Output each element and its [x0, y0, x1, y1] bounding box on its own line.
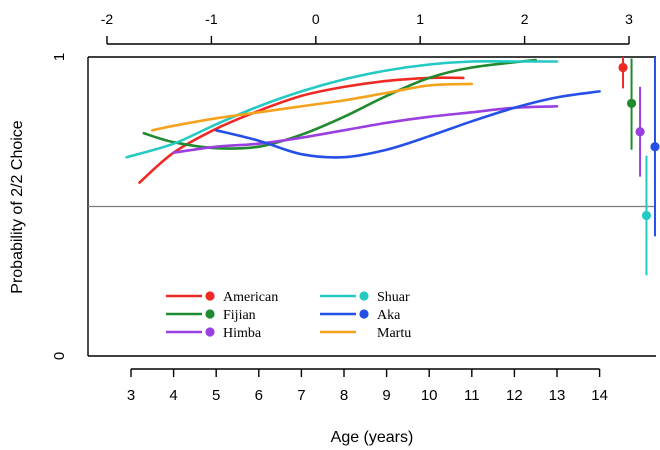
x-tick-label: 10	[421, 387, 438, 404]
series-line-fijian	[142, 58, 537, 150]
series-line-aka	[214, 90, 601, 159]
plot-frame	[87, 56, 656, 357]
legend-label-himba: Himba	[223, 326, 262, 341]
legend-label-fijian: Fijian	[223, 308, 256, 323]
bottom-axis: 3 4 5 6 7 8 9 10 11 12 13 14	[127, 368, 608, 404]
y-tick-label: 1	[51, 53, 68, 61]
legend-marker-fijian	[205, 309, 215, 319]
legend-marker-aka	[359, 309, 369, 319]
y-axis-title: Probability of 2/2 Choice	[9, 120, 26, 294]
x-axis-title: Age (years)	[331, 429, 414, 446]
x-tick-label: 13	[549, 387, 566, 404]
left-axis: 01	[51, 53, 68, 360]
x-tick-label: 14	[591, 387, 608, 404]
series-line-himba	[172, 105, 559, 154]
legend-label-martu: Martu	[377, 326, 411, 341]
top-tick-label: 2	[521, 11, 529, 27]
estimate-point-fijian	[626, 98, 637, 108]
x-tick-label: 12	[506, 387, 523, 404]
top-tick-label: -1	[205, 11, 218, 27]
estimate-point-american	[618, 62, 628, 73]
estimate-point-himba	[635, 127, 645, 137]
top-tick-label: 3	[625, 11, 633, 27]
top-tick-label: 0	[312, 11, 320, 27]
legend-label-shuar: Shuar	[377, 290, 410, 305]
legend-label-aka: Aka	[377, 308, 401, 323]
top-axis: -2 -1 0 1 2 3	[101, 11, 633, 45]
series-line-martu	[151, 82, 474, 132]
legend-marker-shuar	[359, 291, 369, 301]
estimate-point-shuar	[641, 210, 652, 221]
estimate-point-aka	[650, 142, 660, 152]
x-tick-label: 8	[340, 387, 348, 404]
points-layer	[618, 57, 660, 276]
x-tick-label: 9	[382, 387, 390, 404]
x-tick-label: 6	[255, 387, 263, 404]
x-tick-label: 4	[169, 387, 177, 404]
legend-marker-himba	[205, 327, 215, 337]
legend-label-american: American	[223, 290, 278, 305]
legend-marker-american	[205, 291, 215, 301]
x-tick-label: 7	[297, 387, 305, 404]
series-line-american	[138, 76, 465, 184]
x-tick-label: 11	[464, 387, 480, 404]
top-tick-label: -2	[101, 11, 114, 27]
x-tick-label: 5	[212, 387, 220, 404]
series-line-shuar	[125, 59, 559, 159]
legend: American Fijian Himba Shuar Aka Martu	[166, 290, 411, 341]
x-tick-label: 3	[127, 387, 135, 404]
top-tick-label: 1	[416, 11, 424, 27]
series-layer	[125, 58, 601, 184]
y-tick-label: 0	[51, 352, 68, 360]
